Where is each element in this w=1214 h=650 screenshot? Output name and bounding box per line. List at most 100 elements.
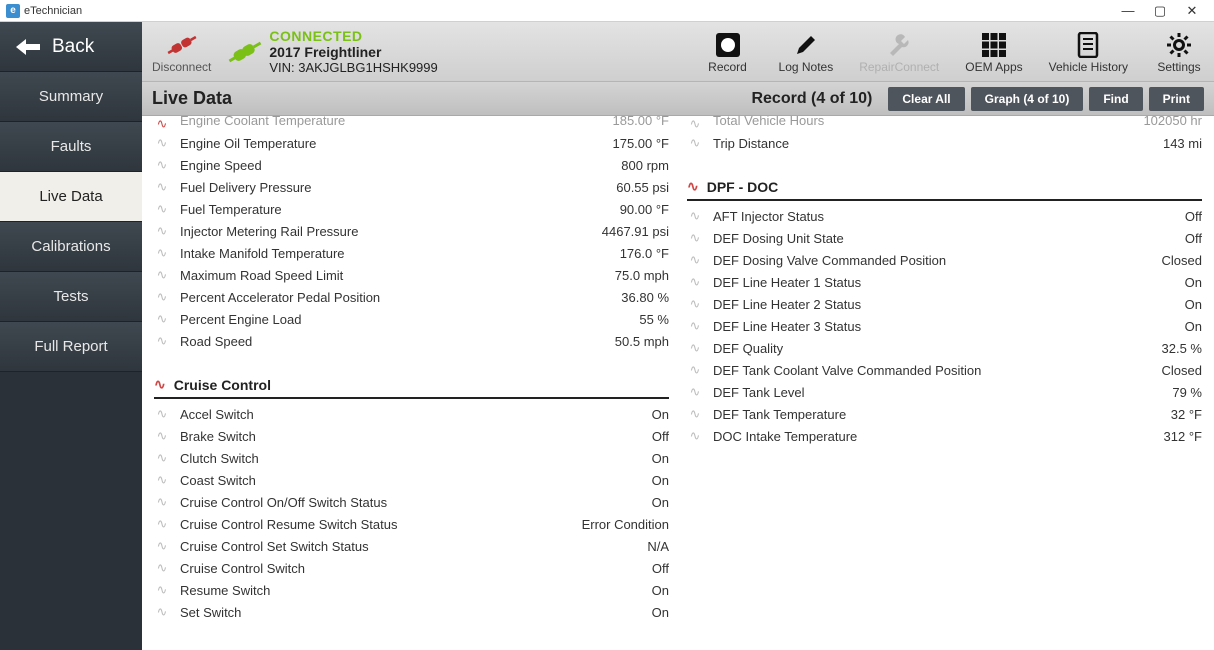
data-row[interactable]: ∿Cruise Control On/Off Switch StatusOn [154,491,669,513]
data-row[interactable]: ∿DEF Tank Level79 % [687,381,1202,403]
data-row[interactable]: ∿Percent Engine Load55 % [154,308,669,330]
nav-item-full-report[interactable]: Full Report [0,322,142,372]
pulse-icon: ∿ [687,208,703,224]
data-value: Closed [1162,253,1202,268]
nav-item-summary[interactable]: Summary [0,72,142,122]
data-row[interactable]: ∿Accel SwitchOn [154,403,669,425]
data-value: 176.0 °F [620,246,669,261]
data-row[interactable]: ∿Trip Distance143 mi [687,132,1202,154]
data-row[interactable]: ∿DEF Dosing Valve Commanded PositionClos… [687,249,1202,271]
data-label: Injector Metering Rail Pressure [180,224,602,239]
data-row[interactable]: ∿DEF Quality32.5 % [687,337,1202,359]
grid-icon [981,32,1007,58]
data-value: Error Condition [582,517,669,532]
nav-item-tests[interactable]: Tests [0,272,142,322]
data-label: DOC Intake Temperature [713,429,1164,444]
data-value: Off [1185,231,1202,246]
data-row[interactable]: ∿Fuel Temperature90.00 °F [154,198,669,220]
data-value: On [1185,319,1202,334]
nav-item-faults[interactable]: Faults [0,122,142,172]
pulse-icon: ∿ [687,340,703,356]
data-row[interactable]: ∿Cruise Control SwitchOff [154,557,669,579]
pulse-icon: ∿ [154,516,170,532]
data-row[interactable]: ∿Total Vehicle Hours102050 hr [687,116,1202,132]
data-row[interactable]: ∿DEF Line Heater 1 StatusOn [687,271,1202,293]
find-button[interactable]: Find [1089,87,1142,111]
nav-item-calibrations[interactable]: Calibrations [0,222,142,272]
data-label: Trip Distance [713,136,1163,151]
oem-apps-button[interactable]: OEM Apps [965,30,1022,74]
record-button[interactable]: Record [703,30,753,74]
data-row[interactable]: ∿Maximum Road Speed Limit75.0 mph [154,264,669,286]
data-label: Maximum Road Speed Limit [180,268,615,283]
data-label: Cruise Control On/Off Switch Status [180,495,652,510]
data-row[interactable]: ∿Engine Speed800 rpm [154,154,669,176]
pulse-icon: ∿ [687,252,703,268]
settings-label: Settings [1157,60,1200,74]
data-row[interactable]: ∿Road Speed50.5 mph [154,330,669,352]
window-maximize-button[interactable]: ▢ [1144,3,1176,19]
data-label: Cruise Control Resume Switch Status [180,517,582,532]
log-notes-label: Log Notes [779,60,834,74]
data-row[interactable]: ∿Fuel Delivery Pressure60.55 psi [154,176,669,198]
graph-button[interactable]: Graph (4 of 10) [971,87,1084,111]
data-row[interactable]: ∿DEF Line Heater 3 StatusOn [687,315,1202,337]
data-row[interactable]: ∿Engine Coolant Temperature185.00 °F [154,116,669,132]
data-row[interactable]: ∿DEF Tank Coolant Valve Commanded Positi… [687,359,1202,381]
vehicle-name: 2017 Freightliner [269,44,437,60]
data-label: DEF Line Heater 1 Status [713,275,1185,290]
data-row[interactable]: ∿Injector Metering Rail Pressure4467.91 … [154,220,669,242]
oem-apps-label: OEM Apps [965,60,1022,74]
data-row[interactable]: ∿ Cruise Control Resume Switch StatusErro… [154,513,669,535]
data-label: Accel Switch [180,407,652,422]
nav-item-live-data[interactable]: Live Data [0,172,142,222]
group-title: ∿Cruise Control [154,370,669,399]
pulse-icon: ∿ [687,406,703,422]
log-notes-button[interactable]: Log Notes [779,30,834,74]
pulse-icon: ∿ [154,428,170,444]
data-value: 800 rpm [621,158,669,173]
data-value: 60.55 psi [616,180,669,195]
data-row[interactable]: ∿DEF Dosing Unit StateOff [687,227,1202,249]
pulse-icon: ∿ [154,157,170,173]
pulse-icon: ∿ [154,560,170,576]
data-value: On [652,605,669,620]
print-button[interactable]: Print [1149,87,1204,111]
data-row[interactable]: ∿Coast SwitchOn [154,469,669,491]
data-label: Fuel Temperature [180,202,620,217]
data-row[interactable]: ∿Cruise Control Set Switch StatusN/A [154,535,669,557]
disconnect-button[interactable]: Disconnect [152,30,211,74]
window-close-button[interactable]: ✕ [1176,3,1208,19]
data-value: On [652,451,669,466]
data-row[interactable]: ∿AFT Injector StatusOff [687,205,1202,227]
data-value: 79 % [1172,385,1202,400]
data-row[interactable]: ∿Percent Accelerator Pedal Position36.80… [154,286,669,308]
data-value: 32.5 % [1162,341,1202,356]
pulse-icon: ∿ [154,604,170,620]
clear-all-button[interactable]: Clear All [888,87,964,111]
data-row[interactable]: ∿Brake SwitchOff [154,425,669,447]
data-row[interactable]: ∿DOC Intake Temperature312 °F [687,425,1202,447]
data-row[interactable]: ∿Set SwitchOn [154,601,669,623]
data-row[interactable]: ∿Clutch SwitchOn [154,447,669,469]
vehicle-history-button[interactable]: Vehicle History [1049,30,1128,74]
window-minimize-button[interactable]: — [1112,3,1144,18]
data-row[interactable]: ∿Resume SwitchOn [154,579,669,601]
data-row[interactable]: ∿DEF Line Heater 2 StatusOn [687,293,1202,315]
repair-connect-button[interactable]: RepairConnect [859,30,939,74]
vehicle-vin: VIN: 3AKJGLBG1HSHK9999 [269,60,437,75]
data-row[interactable]: ∿Engine Oil Temperature175.00 °F [154,132,669,154]
data-value: 55 % [639,312,669,327]
data-row[interactable]: ∿DEF Tank Temperature32 °F [687,403,1202,425]
settings-button[interactable]: Settings [1154,30,1204,74]
data-label: Percent Accelerator Pedal Position [180,290,621,305]
data-area[interactable]: ∿Engine Coolant Temperature185.00 °F∿Eng… [142,116,1214,650]
pulse-icon: ∿ [154,333,170,349]
repair-connect-label: RepairConnect [859,60,939,74]
data-label: Percent Engine Load [180,312,639,327]
back-button[interactable]: Back [0,22,142,72]
pulse-icon: ∿ [687,135,703,151]
data-row[interactable]: ∿Intake Manifold Temperature176.0 °F [154,242,669,264]
data-label: Cruise Control Set Switch Status [180,539,647,554]
data-label: DEF Line Heater 2 Status [713,297,1185,312]
